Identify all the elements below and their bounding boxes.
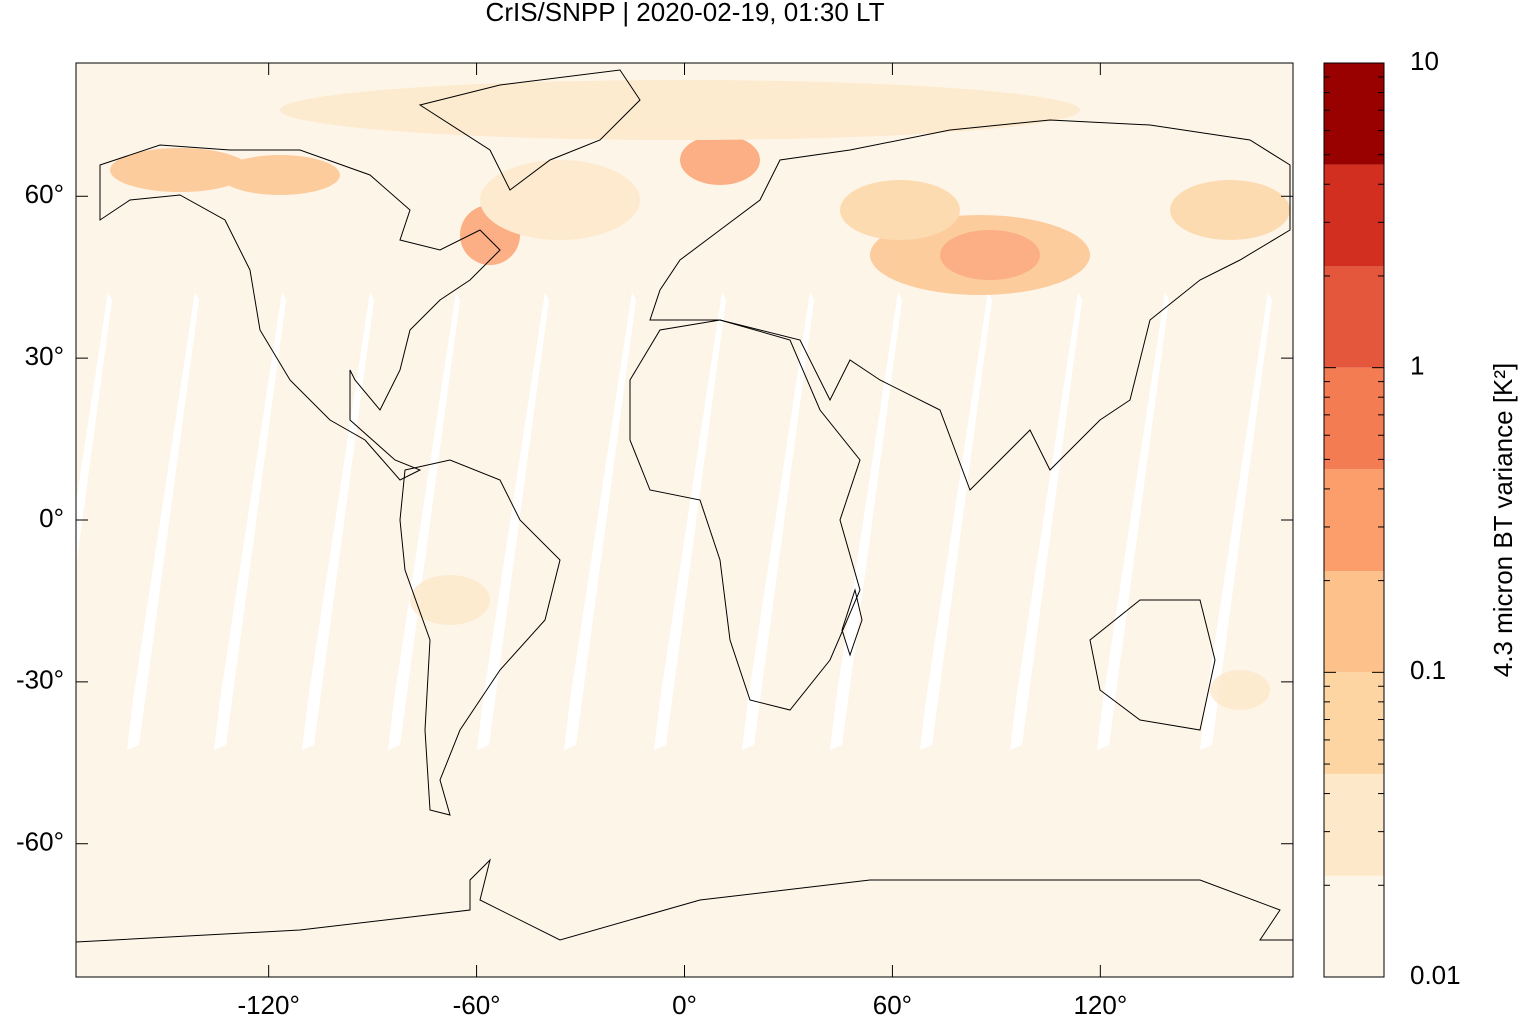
- y-tick-label: -30°: [16, 665, 64, 695]
- swath-gap: [214, 292, 286, 750]
- swath-gaps: [40, 292, 1272, 750]
- north-america: [99, 144, 501, 481]
- patch: [840, 180, 960, 240]
- swath-gap: [388, 292, 460, 750]
- colorbar-segment: [1324, 367, 1384, 470]
- swath-gap: [564, 292, 636, 750]
- colorbar-tick-label: 0.1: [1410, 655, 1446, 685]
- australia: [1089, 599, 1216, 731]
- x-tick-label: 60°: [873, 990, 912, 1020]
- swath-gap: [127, 292, 199, 750]
- patch: [280, 80, 1080, 140]
- colorbar-frame: [1323, 62, 1385, 978]
- colorbar-segment: [1324, 875, 1384, 977]
- y-tick-label: 60°: [25, 179, 64, 209]
- swath-gap: [1010, 292, 1082, 750]
- chart-title: CrIS/SNPP | 2020-02-19, 01:30 LT: [486, 0, 885, 27]
- colorbar-segment: [1324, 164, 1384, 267]
- patch: [110, 148, 250, 192]
- greenland: [418, 69, 641, 191]
- swath-gap: [477, 292, 549, 750]
- colorbar-segment: [1324, 773, 1384, 876]
- y-tick-label: -60°: [16, 827, 64, 857]
- swath-gap: [1097, 292, 1169, 750]
- patch: [680, 135, 760, 185]
- colorbar-segment: [1324, 266, 1384, 368]
- y-tick-label: 30°: [25, 341, 64, 371]
- africa: [629, 319, 861, 711]
- swath-gap: [920, 292, 992, 750]
- patch: [1170, 180, 1290, 240]
- coastlines: [75, 69, 1293, 943]
- colorbar-segment: [1324, 571, 1384, 673]
- swath-gap: [742, 292, 814, 750]
- x-tick-label: 120°: [1073, 990, 1127, 1020]
- colorbar-segment: [1324, 469, 1384, 572]
- variance-patches: [110, 80, 1290, 710]
- colorbar-segment: [1324, 63, 1384, 165]
- swath-gap: [654, 292, 726, 750]
- colorbar-tick-label: 10: [1410, 46, 1439, 76]
- patch: [480, 160, 640, 240]
- swath-gap: [1200, 292, 1272, 750]
- colorbar-label: 4.3 micron BT variance [K²]: [1488, 363, 1518, 678]
- patch: [1210, 670, 1270, 710]
- swath-gap: [302, 292, 374, 750]
- south-america: [399, 459, 561, 816]
- x-tick-label: -120°: [237, 990, 299, 1020]
- madagascar: [841, 588, 863, 657]
- patch: [940, 230, 1040, 280]
- swath-gap: [830, 292, 902, 750]
- patch: [410, 575, 490, 625]
- antarctica: [75, 858, 1293, 943]
- x-tick-label: -60°: [453, 990, 501, 1020]
- colorbar-segment: [1324, 672, 1384, 774]
- y-tick-label: 0°: [39, 503, 64, 533]
- patch: [220, 155, 340, 195]
- colorbar-tick-label: 0.01: [1410, 960, 1461, 990]
- eurasia: [649, 119, 1291, 491]
- map-background: [76, 63, 1293, 977]
- colorbar-tick-label: 1: [1410, 351, 1424, 381]
- x-tick-label: 0°: [672, 990, 697, 1020]
